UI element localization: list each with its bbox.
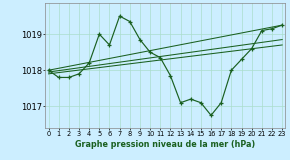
- X-axis label: Graphe pression niveau de la mer (hPa): Graphe pression niveau de la mer (hPa): [75, 140, 255, 148]
